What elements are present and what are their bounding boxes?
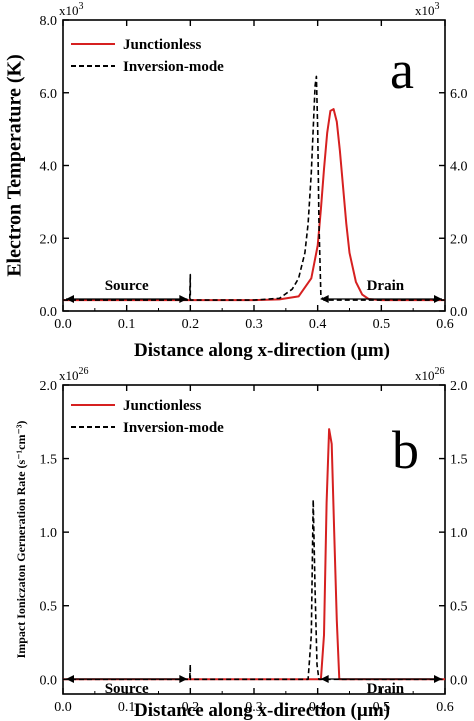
panel-label: b bbox=[392, 420, 419, 480]
drain-arrow-right-head bbox=[434, 295, 442, 303]
x-tick-label: 0.1 bbox=[118, 700, 136, 715]
source-arrow-right-head bbox=[179, 295, 188, 303]
legend-label: Inversion-mode bbox=[123, 59, 224, 75]
multiplier-exponent: 3 bbox=[435, 1, 440, 12]
multiplier-exponent: 3 bbox=[79, 1, 84, 12]
y-tick-label: 0.0 bbox=[40, 305, 58, 320]
panel-label: a bbox=[390, 40, 414, 100]
source-arrow-left-head bbox=[66, 295, 74, 303]
drain-arrow-left-head bbox=[320, 675, 329, 683]
multiplier-base: x10 bbox=[415, 3, 435, 18]
series-line-junctionless bbox=[63, 108, 445, 302]
drain-arrow-left-head bbox=[320, 295, 329, 303]
y-tick-label-right: 0.5 bbox=[450, 600, 468, 615]
x-axis-label: Distance along x-direction (µm) bbox=[134, 700, 390, 721]
x-tick-label: 0.6 bbox=[436, 700, 454, 715]
legend-label: Inversion-mode bbox=[123, 420, 224, 436]
series-line-junctionless bbox=[63, 428, 445, 681]
x-tick-label: 0.3 bbox=[245, 317, 263, 332]
multiplier-right: x1026 bbox=[415, 366, 445, 383]
x-tick-label: 0.0 bbox=[54, 700, 72, 715]
multiplier-left: x103 bbox=[59, 1, 84, 18]
y-tick-label-right: 1.0 bbox=[450, 526, 468, 541]
y-tick-label-right: 0.0 bbox=[450, 305, 468, 320]
legend-label: Junctionless bbox=[123, 37, 202, 53]
x-tick-label: 0.4 bbox=[309, 700, 327, 715]
plot-frame bbox=[62, 384, 446, 695]
source-arrow-right-head bbox=[179, 675, 188, 683]
x-tick-label: 0.5 bbox=[373, 317, 391, 332]
x-tick-label: 0.5 bbox=[373, 700, 391, 715]
y-tick-label-right: 2.0 bbox=[450, 232, 468, 247]
x-tick-label: 0.4 bbox=[309, 317, 327, 332]
y-tick-label: 2.0 bbox=[40, 232, 58, 247]
multiplier-base: x10 bbox=[415, 368, 435, 383]
y-tick-label: 1.0 bbox=[40, 526, 58, 541]
multiplier-right: x103 bbox=[415, 1, 440, 18]
y-tick-label: 8.0 bbox=[40, 14, 58, 29]
series-line-inversion-mode bbox=[63, 499, 445, 681]
y-axis-label: Impact Ioniczaton Gerneration Rate (s⁻¹c… bbox=[14, 421, 28, 659]
multiplier-base: x10 bbox=[59, 3, 79, 18]
y-tick-label-right: 4.0 bbox=[450, 160, 468, 175]
plot-frame bbox=[62, 19, 446, 312]
multiplier-exponent: 26 bbox=[79, 366, 89, 377]
y-tick-label: 6.0 bbox=[40, 87, 58, 102]
drain-label: Drain bbox=[367, 681, 405, 697]
x-tick-label: 0.2 bbox=[182, 317, 200, 332]
series-line-inversion-mode bbox=[63, 75, 445, 301]
y-tick-label: 4.0 bbox=[40, 160, 58, 175]
legend-label: Junctionless bbox=[123, 398, 202, 414]
x-tick-label: 0.0 bbox=[54, 317, 72, 332]
y-tick-label-right: 1.5 bbox=[450, 453, 468, 468]
x-tick-label: 0.2 bbox=[182, 700, 200, 715]
source-label: Source bbox=[105, 278, 149, 294]
source-label: Source bbox=[105, 681, 149, 697]
x-tick-label: 0.3 bbox=[245, 700, 263, 715]
y-tick-label: 1.5 bbox=[40, 453, 58, 468]
multiplier-left: x1026 bbox=[59, 366, 89, 383]
y-tick-label-right: 6.0 bbox=[450, 87, 468, 102]
y-tick-label: 0.5 bbox=[40, 600, 58, 615]
x-tick-label: 0.1 bbox=[118, 317, 136, 332]
y-tick-label-right: 0.0 bbox=[450, 673, 468, 688]
x-axis-label: Distance along x-direction (µm) bbox=[134, 340, 390, 361]
y-tick-label-right: 2.0 bbox=[450, 379, 468, 394]
drain-arrow-right-head bbox=[434, 675, 442, 683]
y-tick-label: 2.0 bbox=[40, 379, 58, 394]
y-tick-label: 0.0 bbox=[40, 673, 58, 688]
multiplier-exponent: 26 bbox=[435, 366, 445, 377]
drain-label: Drain bbox=[367, 278, 405, 294]
multiplier-base: x10 bbox=[59, 368, 79, 383]
y-axis-label: Electron Temperature (K) bbox=[4, 54, 26, 277]
x-tick-label: 0.6 bbox=[436, 317, 454, 332]
source-arrow-left-head bbox=[66, 675, 74, 683]
